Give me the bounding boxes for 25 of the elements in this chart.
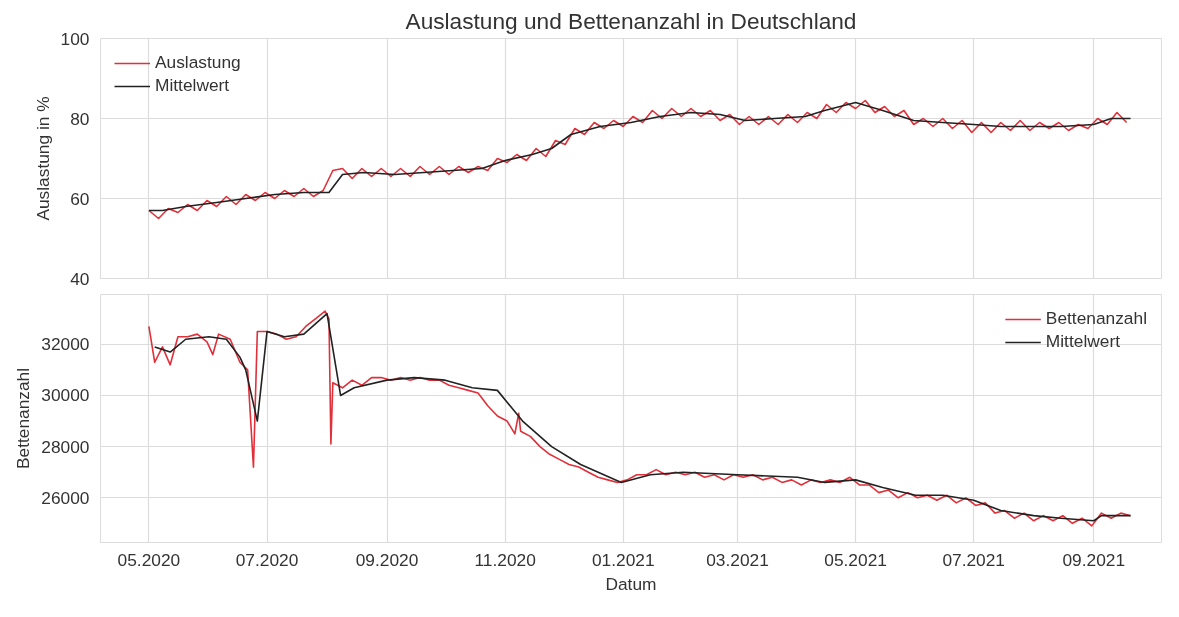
legend-label: Auslastung <box>155 52 241 73</box>
x-tick-label: 09.2020 <box>355 549 419 570</box>
x-tick-label: 01.2021 <box>591 549 655 570</box>
x-tick-label: 11.2020 <box>474 549 536 570</box>
y-tick-label: 60 <box>70 188 90 209</box>
y-tick-label: 32000 <box>41 334 90 355</box>
y-tick-label: 30000 <box>41 385 90 406</box>
y-tick-label: 40 <box>70 268 90 289</box>
y-tick-label: 26000 <box>41 487 90 508</box>
y-axis-title: Auslastung in % <box>32 96 53 221</box>
x-tick-label: 05.2020 <box>117 549 181 570</box>
x-tick-label: 05.2021 <box>824 549 887 570</box>
y-axis-title: Bettenanzahl <box>13 367 34 470</box>
legend-label: Mittelwert <box>1045 331 1120 352</box>
legend-label: Mittelwert <box>155 75 230 96</box>
x-tick-label: 07.2021 <box>942 549 1006 570</box>
x-tick-label: 03.2021 <box>706 549 769 570</box>
x-tick-label: 09.2021 <box>1062 549 1126 570</box>
y-tick-label: 100 <box>60 28 90 49</box>
x-tick-label: 07.2020 <box>235 549 299 570</box>
y-tick-label: 28000 <box>41 436 90 457</box>
x-axis-title: Datum <box>605 573 657 594</box>
y-tick-label: 80 <box>70 108 90 129</box>
chart-title: Auslastung und Bettenanzahl in Deutschland <box>405 7 857 34</box>
legend-label: Bettenanzahl <box>1045 308 1147 329</box>
